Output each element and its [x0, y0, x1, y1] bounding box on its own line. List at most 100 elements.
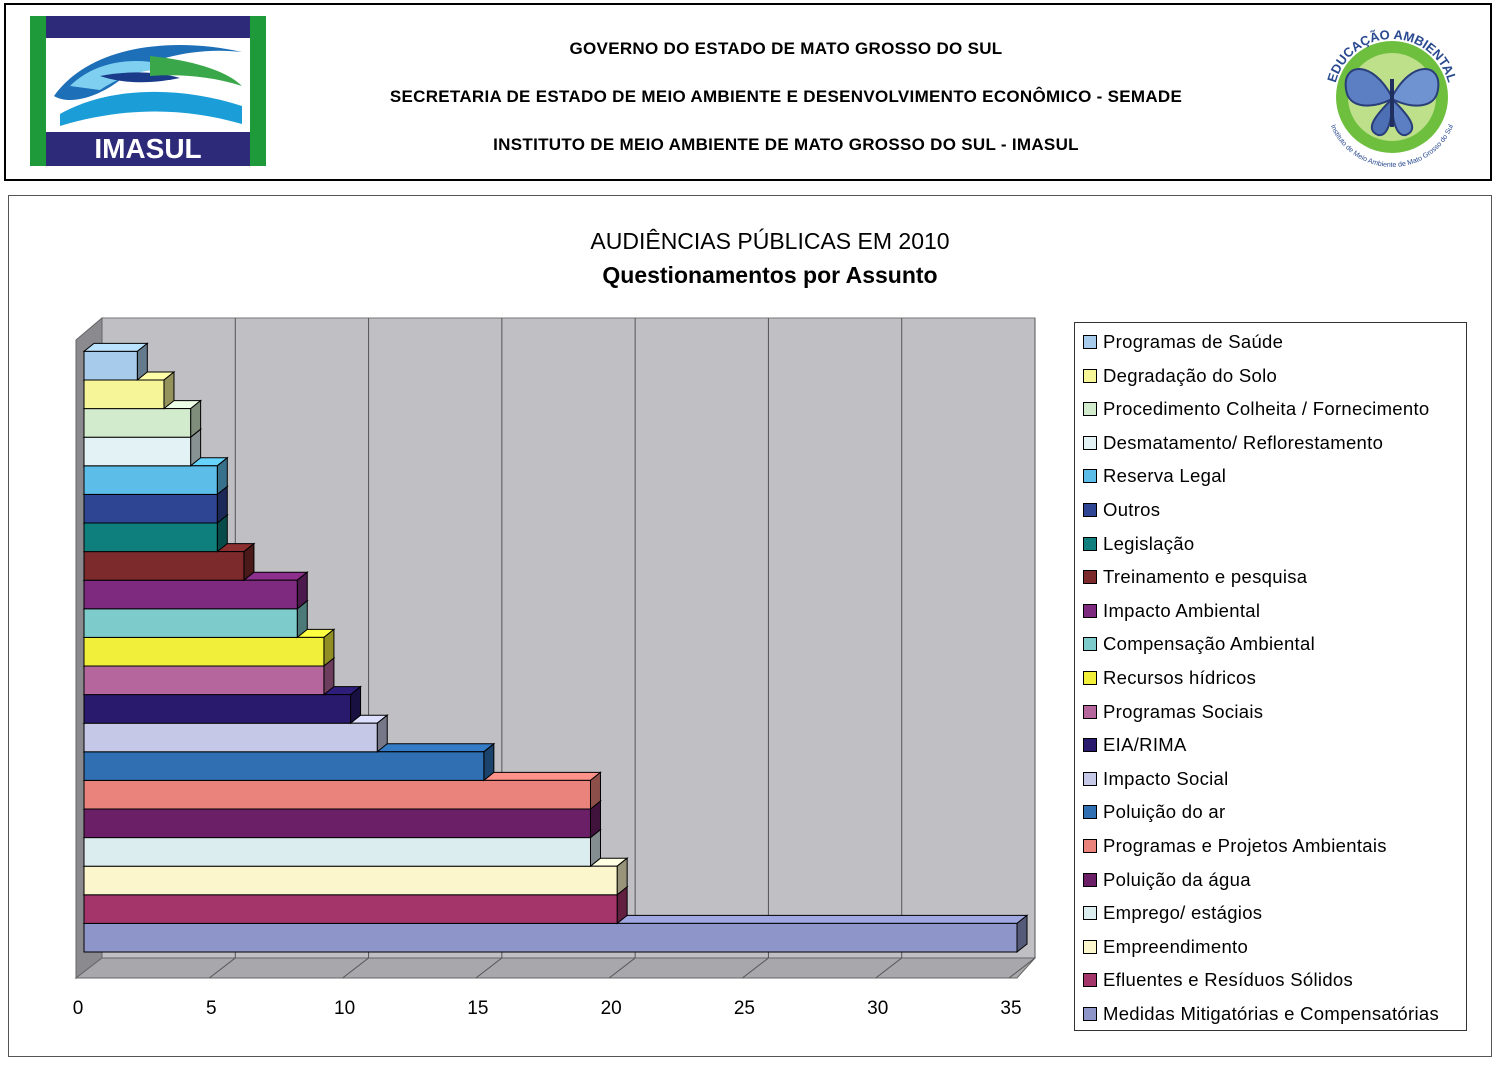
bar	[83, 665, 325, 696]
legend-item: EIA/RIMA	[1083, 734, 1187, 756]
legend-label: Outros	[1103, 499, 1161, 520]
legend-label: Medidas Mitigatórias e Compensatórias	[1103, 1003, 1440, 1024]
legend-item: Recursos hídricos	[1083, 667, 1256, 689]
bar	[83, 579, 298, 610]
gridline	[608, 957, 636, 979]
legend-label: Empreendimento	[1103, 935, 1249, 957]
bar	[83, 436, 192, 467]
bar	[83, 493, 218, 524]
legend-label: EIA/RIMA	[1103, 734, 1187, 756]
legend-swatch	[1083, 738, 1097, 753]
legend-label: Impacto Ambiental	[1103, 599, 1261, 621]
legend-item: Programas de Saúde	[1083, 331, 1283, 353]
legend-swatch	[1083, 973, 1097, 988]
gridline	[342, 957, 369, 979]
legend-swatch	[1083, 469, 1097, 484]
bar	[83, 408, 192, 438]
legend-label: Poluição da água	[1103, 868, 1251, 890]
legend-item: Legislação	[1083, 533, 1194, 555]
legend-swatch	[1083, 402, 1097, 417]
legend-swatch	[1083, 435, 1097, 450]
svg-text:IMASUL: IMASUL	[94, 133, 201, 164]
legend-swatch	[1083, 671, 1097, 685]
bar-top	[82, 342, 149, 352]
header-line-government: GOVERNO DO ESTADO DE MATO GROSSO DO SUL	[569, 39, 1003, 58]
legend-item: Treinamento e pesquisa	[1083, 566, 1307, 588]
chart-legend: Programas de Saúde Degradação do Solo Proc…	[1074, 322, 1467, 1031]
legend-swatch	[1083, 335, 1097, 349]
legend-label: Procedimento Colheita / Fornecimento	[1103, 398, 1430, 420]
bar	[83, 636, 325, 667]
bar	[83, 465, 218, 495]
x-tick-label: 35	[1000, 998, 1021, 1019]
legend-swatch	[1083, 872, 1097, 887]
legend-item: Programas Sociais	[1083, 701, 1263, 723]
legend-label: Legislação	[1103, 532, 1195, 554]
bar	[83, 837, 591, 867]
legend-label: Poluição do ar	[1103, 801, 1226, 823]
legend-swatch	[1083, 805, 1097, 820]
bar	[83, 865, 618, 896]
legend-label: Emprego/ estágios	[1103, 902, 1263, 924]
legend-item: Reserva Legal	[1083, 465, 1226, 487]
legend-swatch	[1083, 570, 1097, 585]
environmental-education-logo: EDUCAÇÃO AMBIENTAL Instituto de Meio Amb…	[1318, 23, 1466, 171]
bar	[83, 779, 591, 810]
legend-swatch	[1083, 939, 1097, 954]
legend-swatch	[1083, 637, 1097, 652]
bar	[83, 894, 618, 924]
chart-floor	[74, 957, 1037, 979]
legend-swatch	[1083, 704, 1097, 719]
legend-item: Compensação Ambiental	[1083, 633, 1315, 655]
legend-swatch	[1083, 603, 1097, 618]
legend-label: Degradação do Solo	[1103, 364, 1278, 386]
legend-item: Medidas Mitigatórias e Compensatórias	[1083, 1003, 1439, 1025]
legend-label: Reserva Legal	[1103, 465, 1227, 487]
gridline	[875, 957, 903, 979]
x-tick-label: 10	[334, 998, 355, 1019]
legend-item: Emprego/ estágios	[1083, 902, 1262, 924]
header-line-secretariat: SECRETARIA DE ESTADO DE MEIO AMBIENTE E …	[389, 87, 1183, 106]
legend-item: Poluição da água	[1083, 869, 1251, 891]
legend-item: Degradação do Solo	[1083, 365, 1277, 387]
legend-swatch	[1083, 368, 1097, 383]
legend-item: Efluentes e Resíduos Sólidos	[1083, 969, 1353, 991]
header-banner: IMASUL GOVERNO DO ESTADO DE MATO GROSSO …	[4, 3, 1492, 181]
x-tick-label: 30	[867, 998, 888, 1019]
legend-label: Programas Sociais	[1103, 700, 1264, 722]
gridline	[1008, 957, 1036, 979]
legend-item: Procedimento Colheita / Fornecimento	[1083, 398, 1429, 420]
bar	[83, 551, 245, 581]
chart-subtitle: Questionamentos por Assunto	[602, 262, 938, 288]
chart-title: AUDIÊNCIAS PÚBLICAS EM 2010	[590, 228, 950, 254]
x-tick-label: 5	[206, 998, 217, 1019]
x-tick-label: 15	[467, 998, 488, 1019]
legend-swatch	[1083, 906, 1097, 921]
legend-label: Desmatamento/ Reflorestamento	[1103, 431, 1384, 453]
legend-item: Outros	[1083, 499, 1160, 521]
legend-item: Empreendimento	[1083, 936, 1248, 958]
legend-item: Desmatamento/ Reflorestamento	[1083, 432, 1383, 454]
x-tick-label: 0	[73, 998, 84, 1019]
bar	[83, 751, 485, 781]
imasul-logo: IMASUL	[30, 16, 266, 166]
legend-label: Recursos hídricos	[1103, 667, 1257, 688]
bar	[83, 350, 138, 381]
bar	[83, 808, 591, 839]
gridline	[475, 957, 503, 979]
legend-swatch	[1083, 503, 1097, 517]
legend-label: Compensação Ambiental	[1103, 633, 1315, 655]
bar	[83, 694, 352, 724]
x-tick-label: 20	[601, 998, 622, 1019]
legend-swatch	[1083, 839, 1097, 853]
legend-item: Impacto Ambiental	[1083, 600, 1260, 622]
legend-item: Impacto Social	[1083, 768, 1229, 790]
legend-swatch	[1083, 536, 1097, 551]
x-tick-label: 25	[734, 998, 755, 1019]
legend-item: Programas e Projetos Ambientais	[1083, 835, 1387, 857]
legend-swatch	[1083, 1007, 1097, 1021]
bar	[83, 608, 298, 638]
bar	[83, 722, 378, 753]
legend-item: Poluição do ar	[1083, 801, 1225, 823]
header-line-institute: INSTITUTO DE MEIO AMBIENTE DE MATO GROSS…	[493, 135, 1079, 154]
